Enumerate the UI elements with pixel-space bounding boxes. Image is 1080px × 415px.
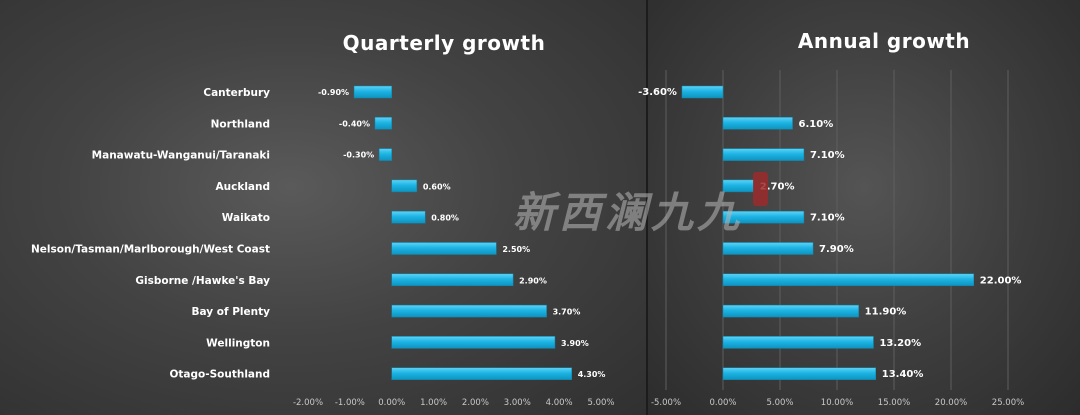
quarterly-bar-bay-of-plenty	[391, 304, 547, 318]
seal-stamp	[753, 172, 768, 206]
quarterly-tick-label: -1.00%	[335, 398, 365, 408]
quarterly-bars	[353, 85, 572, 380]
quarterly-tick-label: 4.00%	[546, 398, 573, 408]
quarterly-tick-label: -2.00%	[293, 398, 323, 408]
quarterly-data-label: 3.90%	[561, 339, 589, 348]
annual-tick-label: 15.00%	[878, 398, 910, 408]
quarterly-bar-northland	[374, 117, 392, 130]
quarterly-tick-label: 0.00%	[378, 398, 405, 408]
annual-data-label: 22.00%	[980, 275, 1022, 286]
annual-data-label: 7.10%	[810, 150, 845, 161]
quarterly-data-label: 3.70%	[553, 308, 581, 317]
annual-bar-waikato	[722, 210, 805, 224]
annual-data-label: 7.10%	[810, 213, 845, 224]
category-label-bay-of-plenty: Bay of Plenty	[192, 306, 271, 318]
annual-bar-manawatu-wanganui-taranaki	[722, 148, 805, 161]
quarterly-data-label: -0.90%	[318, 88, 349, 97]
quarterly-tick-label: 1.00%	[420, 398, 447, 408]
watermark: 新西澜九九	[513, 188, 743, 237]
panel-divider	[646, 0, 648, 415]
quarterly-bar-nelson-tasman-marlborough-west-coast	[391, 242, 497, 255]
quarterly-data-label: -0.30%	[343, 151, 374, 160]
annual-data-label: 11.90%	[865, 307, 907, 318]
category-label-wellington: Wellington	[206, 337, 270, 349]
category-label-waikato: Waikato	[222, 212, 270, 224]
annual-bar-canterbury	[681, 85, 724, 99]
quarterly-bar-manawatu-wanganui-taranaki	[378, 148, 392, 161]
annual-tick-label: 5.00%	[766, 398, 793, 408]
quarterly-data-label: 2.50%	[502, 245, 530, 254]
quarterly-bar-auckland	[391, 179, 418, 193]
category-label-otago-southland: Otago-Southland	[169, 369, 270, 381]
chart-labels: -2.00% -1.00% 0.00% 1.00% 2.00% 3.00% 4.00% 5.0…	[31, 87, 1024, 408]
annual-data-label: 2.70%	[760, 181, 795, 192]
category-label-nelson-tasman-marlborough-west-coast: Nelson/Tasman/Marlborough/West Coast	[31, 244, 270, 256]
annual-bar-bay-of-plenty	[722, 304, 859, 318]
annual-tick-label: -5.00%	[651, 398, 681, 408]
annual-data-label: 6.10%	[799, 119, 834, 130]
quarterly-tick-label: 5.00%	[587, 398, 614, 408]
category-label-auckland: Auckland	[216, 181, 270, 193]
annual-tick-label: 10.00%	[821, 398, 853, 408]
annual-data-label: 13.40%	[882, 369, 924, 380]
quarterly-bar-waikato	[391, 210, 426, 224]
quarterly-bar-otago-southland	[391, 367, 572, 380]
quarterly-tick-label: 3.00%	[504, 398, 531, 408]
quarterly-data-label: 2.90%	[519, 276, 547, 285]
annual-tick-label: 25.00%	[992, 398, 1024, 408]
quarterly-data-label: 0.60%	[423, 182, 451, 191]
category-label-northland: Northland	[211, 118, 270, 130]
annual-bar-wellington	[722, 336, 874, 349]
annual-bar-northland	[722, 117, 793, 130]
annual-tick-label: 20.00%	[935, 398, 967, 408]
quarterly-bar-wellington	[391, 336, 556, 349]
quarterly-tick-label: 2.00%	[462, 398, 489, 408]
category-label-gisborne-hawke-s-bay: Gisborne /Hawke's Bay	[135, 275, 270, 287]
quarterly-bar-gisborne-hawke-s-bay	[391, 273, 514, 287]
category-label-canterbury: Canterbury	[203, 87, 270, 99]
quarterly-data-label: -0.40%	[339, 119, 370, 128]
annual-bar-gisborne-hawke-s-bay	[722, 273, 975, 287]
annual-data-label: 7.90%	[819, 244, 854, 255]
quarterly-bar-canterbury	[353, 85, 392, 99]
watermark-text: 新西澜九九	[513, 188, 743, 237]
annual-tick-label: 0.00%	[709, 398, 736, 408]
quarterly-data-label: 0.80%	[431, 214, 459, 223]
annual-bar-nelson-tasman-marlborough-west-coast	[722, 242, 814, 255]
annual-bars	[681, 85, 975, 380]
annual-data-label: -3.60%	[638, 87, 677, 98]
quarterly-data-label: 4.30%	[578, 370, 606, 379]
category-label-manawatu-wanganui-taranaki: Manawatu-Wanganui/Taranaki	[92, 150, 270, 162]
annual-data-label: 13.20%	[879, 338, 921, 349]
annual-chart-title: Annual growth	[798, 29, 970, 53]
quarterly-chart-title: Quarterly growth	[343, 31, 546, 55]
annual-bar-otago-southland	[722, 367, 877, 380]
